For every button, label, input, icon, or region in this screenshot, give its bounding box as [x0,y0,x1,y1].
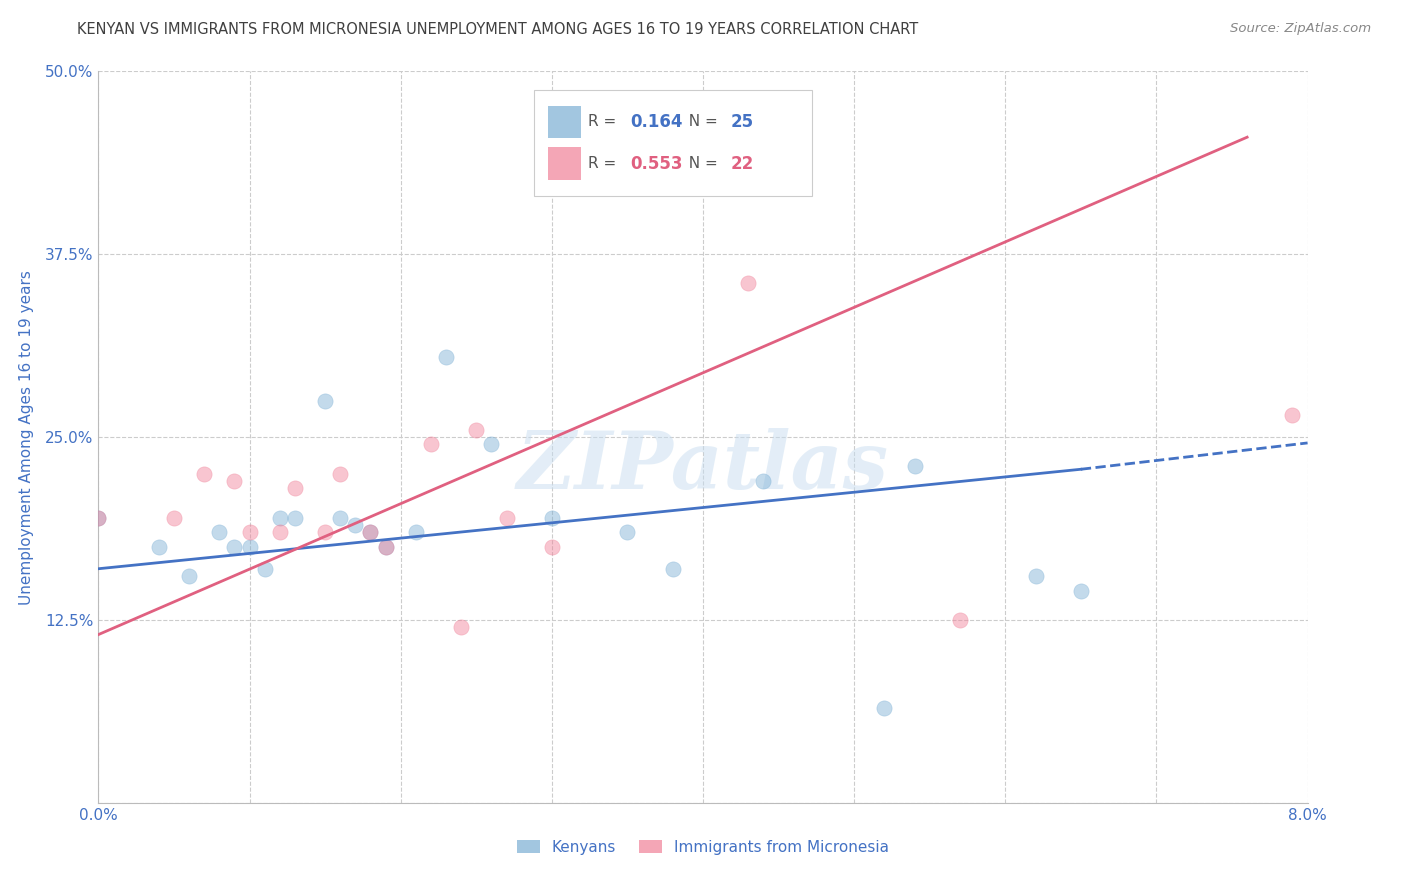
Point [360,525,382,540]
Text: KENYAN VS IMMIGRANTS FROM MICRONESIA UNEMPLOYMENT AMONG AGES 16 TO 19 YEARS CORR: KENYAN VS IMMIGRANTS FROM MICRONESIA UNE… [77,22,918,37]
Point [329,467,352,481]
Legend: Kenyans, Immigrants from Micronesia: Kenyans, Immigrants from Micronesia [510,834,896,861]
Text: 0.553: 0.553 [630,154,683,172]
Point [269,510,291,524]
Point [360,525,382,540]
Point [253,562,276,576]
Point [602,145,624,159]
FancyBboxPatch shape [548,147,581,179]
Point [540,510,562,524]
Text: R =: R = [588,114,621,129]
Point [284,510,307,524]
Point [420,437,443,451]
Text: 25: 25 [731,112,754,131]
Text: R =: R = [588,156,621,171]
Point [239,540,262,554]
Point [1281,408,1303,422]
Point [405,525,427,540]
Text: ZIPatlas: ZIPatlas [517,427,889,505]
Point [904,459,927,474]
Point [616,525,638,540]
Point [374,540,396,554]
Point [179,569,201,583]
Point [661,562,683,576]
Text: 0.164: 0.164 [630,112,683,131]
Point [208,525,231,540]
FancyBboxPatch shape [534,90,811,195]
Point [434,350,457,364]
Point [1070,583,1092,598]
Point [269,525,291,540]
Point [193,467,215,481]
Point [752,474,775,488]
Point [239,525,262,540]
Point [374,540,396,554]
Point [949,613,972,627]
Point [540,540,562,554]
Point [329,510,352,524]
Point [87,510,110,524]
Point [224,540,246,554]
Point [495,510,517,524]
Y-axis label: Unemployment Among Ages 16 to 19 years: Unemployment Among Ages 16 to 19 years [18,269,34,605]
Point [148,540,170,554]
Point [87,510,110,524]
Point [481,437,503,451]
Point [344,517,367,532]
Text: N =: N = [679,156,723,171]
FancyBboxPatch shape [548,106,581,138]
Text: N =: N = [679,114,723,129]
Point [314,393,336,408]
Text: Source: ZipAtlas.com: Source: ZipAtlas.com [1230,22,1371,36]
Point [284,481,307,495]
Point [163,510,186,524]
Point [737,277,759,291]
Point [314,525,336,540]
Point [1025,569,1047,583]
Point [723,160,745,174]
Text: 22: 22 [731,154,754,172]
Point [873,700,896,714]
Point [450,620,472,634]
Point [224,474,246,488]
Point [465,423,488,437]
